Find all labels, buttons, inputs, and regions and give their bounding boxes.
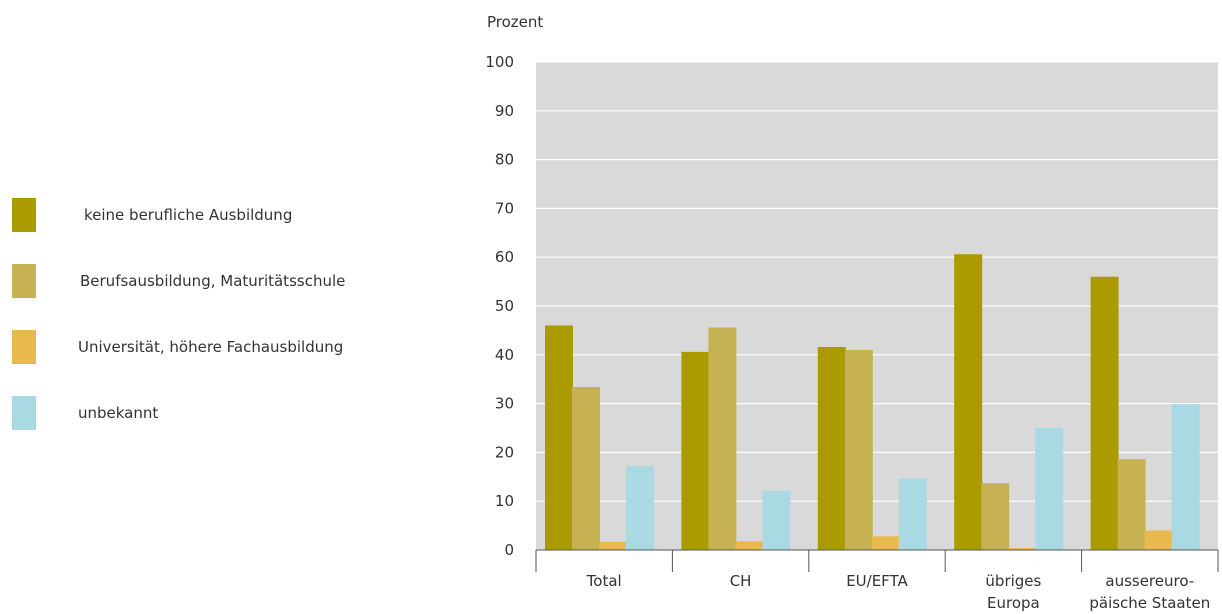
y-tick-label: 10 — [495, 492, 514, 510]
x-tick-label-line: Total — [586, 572, 622, 590]
x-tick-label-line: übriges — [985, 572, 1041, 590]
bar — [545, 325, 573, 550]
legend-label: unbekannt — [78, 404, 159, 422]
x-tick-label: CH — [730, 572, 752, 590]
bar — [626, 466, 654, 550]
x-tick-label: EU/EFTA — [846, 572, 908, 590]
legend-label: Berufsausbildung, Maturitätsschule — [80, 272, 346, 290]
bar — [708, 327, 737, 550]
bar — [844, 349, 873, 550]
y-tick-label: 80 — [495, 151, 514, 169]
bar — [681, 351, 710, 550]
bar — [898, 478, 927, 550]
legend-swatch — [12, 396, 36, 430]
y-tick-label: 20 — [495, 443, 514, 461]
y-tick-label: 40 — [495, 346, 514, 364]
y-tick-label: 70 — [495, 199, 514, 217]
bar — [1144, 530, 1173, 550]
bar — [1090, 276, 1119, 550]
y-tick-label: 0 — [504, 541, 514, 559]
x-tick-label-line: CH — [730, 572, 752, 590]
x-tick-label: übriges Europa — [985, 572, 1041, 612]
y-tick-label: 90 — [495, 102, 514, 120]
legend-label: Universität, höhere Fachausbildung — [78, 338, 344, 356]
legend-swatch — [12, 264, 36, 298]
x-tick-label-line: päische Staaten — [1089, 594, 1210, 612]
bar — [871, 536, 900, 550]
bar — [954, 254, 983, 550]
y-tick-label: 30 — [495, 395, 514, 413]
x-tick-label: Total — [586, 572, 622, 590]
y-tick-label: 100 — [485, 53, 514, 71]
x-tick-label-line: aussereuro- — [1105, 572, 1194, 590]
y-axis-label: Prozent — [487, 13, 543, 31]
legend-swatch — [12, 198, 36, 232]
legend-label: keine berufliche Ausbildung — [84, 206, 293, 224]
x-tick-label-line: EU/EFTA — [846, 572, 908, 590]
bar — [981, 483, 1010, 550]
bar — [599, 541, 627, 550]
bar — [1117, 459, 1146, 550]
x-tick-label-line: Europa — [987, 594, 1040, 612]
bar — [735, 541, 764, 550]
bar — [572, 387, 600, 550]
y-tick-label: 60 — [495, 248, 514, 266]
bar — [762, 490, 791, 550]
plot-area: 0 10 20 30 40 50 60 70 80 90 100 Total CH EU/EFTA übri… — [485, 53, 1219, 612]
legend-swatch — [12, 330, 36, 364]
bar — [1035, 428, 1064, 550]
bar — [1008, 548, 1037, 550]
bar — [1171, 404, 1200, 550]
x-tick-label: aussereuro-päische Staaten — [1089, 572, 1210, 612]
y-tick-label: 50 — [495, 297, 514, 315]
bar — [817, 346, 846, 550]
